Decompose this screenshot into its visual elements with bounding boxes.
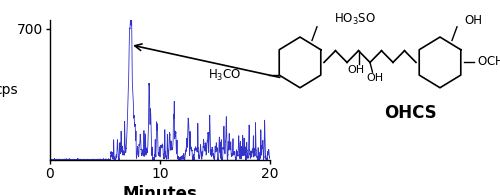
- Text: OCH$_3$: OCH$_3$: [476, 55, 500, 70]
- Text: HO$_3$SO: HO$_3$SO: [334, 12, 376, 27]
- Text: OH: OH: [366, 73, 384, 83]
- Y-axis label: cps: cps: [0, 83, 18, 97]
- X-axis label: Minutes: Minutes: [122, 185, 198, 195]
- Text: OHCS: OHCS: [384, 104, 436, 122]
- Text: H$_3$CO: H$_3$CO: [208, 67, 242, 83]
- Text: OH: OH: [464, 14, 482, 27]
- Text: OH: OH: [348, 65, 364, 75]
